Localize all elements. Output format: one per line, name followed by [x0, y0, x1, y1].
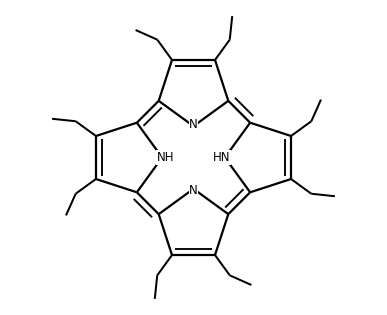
Text: N: N: [189, 118, 198, 131]
Text: NH: NH: [157, 151, 175, 164]
Text: HN: HN: [212, 151, 230, 164]
Text: N: N: [189, 184, 198, 197]
